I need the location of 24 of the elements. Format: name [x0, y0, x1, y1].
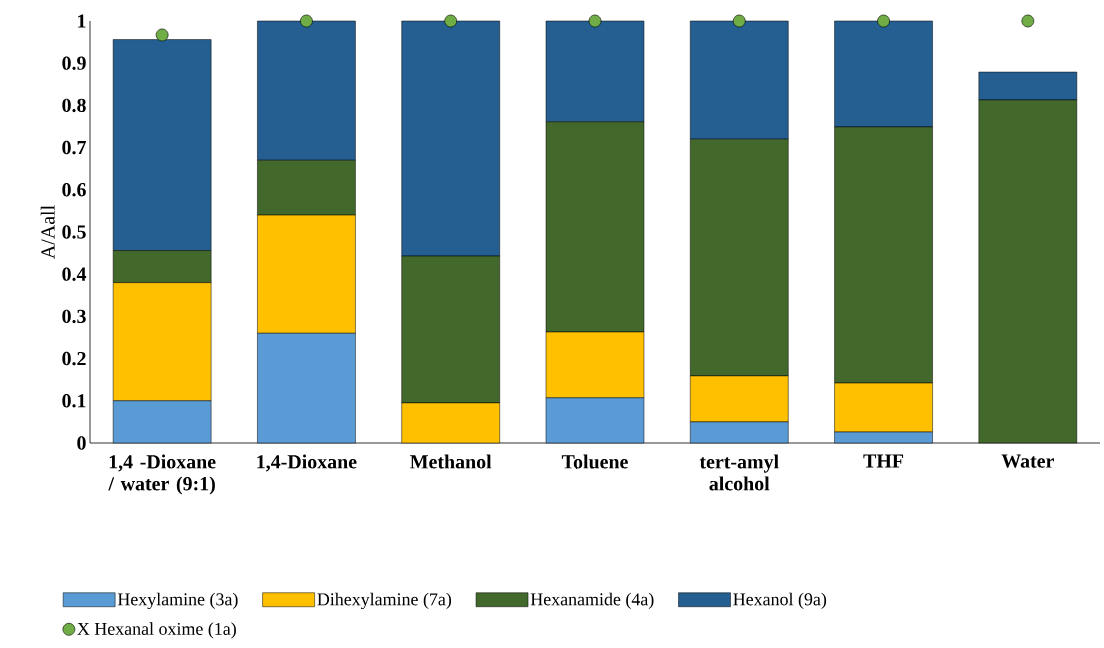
legend-label: Hexanamide (4a): [530, 592, 654, 610]
y-tick-label: 0.2: [62, 351, 86, 366]
x-tick-label: THF: [863, 454, 904, 468]
y-tick-label: 1: [78, 14, 86, 28]
y-tick-label: 0.8: [62, 98, 86, 113]
x-tick-label: 1,4 -Dioxane / water (9:1): [108, 454, 216, 495]
y-tick-label: 0.9: [62, 56, 86, 70]
x-tick-label: tert-amyl alcohol: [699, 454, 779, 491]
x-tick-label: Methanol: [410, 454, 492, 469]
y-axis-title: A/Aall: [40, 205, 55, 259]
y-tick-label: 0: [77, 436, 86, 450]
y-tick-label: 0.7: [62, 140, 86, 155]
y-tick-label: 0.5: [62, 225, 86, 239]
legend-label: Dihexylamine (7a): [317, 592, 452, 610]
y-tick-label: 0.1: [62, 394, 86, 408]
legend-label: X Hexanal oxime (1a): [77, 622, 236, 639]
legend-label: Hexylamine (3a): [117, 592, 238, 610]
y-tick-label: 0.3: [62, 309, 86, 324]
y-tick-label: 0.6: [62, 183, 86, 197]
y-tick-label: 0.4: [62, 267, 87, 281]
legend-label: Hexanol (9a): [733, 592, 827, 610]
x-tick-label: 1,4-Dioxane: [257, 454, 357, 472]
x-tick-label: Toluene: [561, 454, 628, 469]
x-tick-label: Water: [1001, 454, 1054, 468]
